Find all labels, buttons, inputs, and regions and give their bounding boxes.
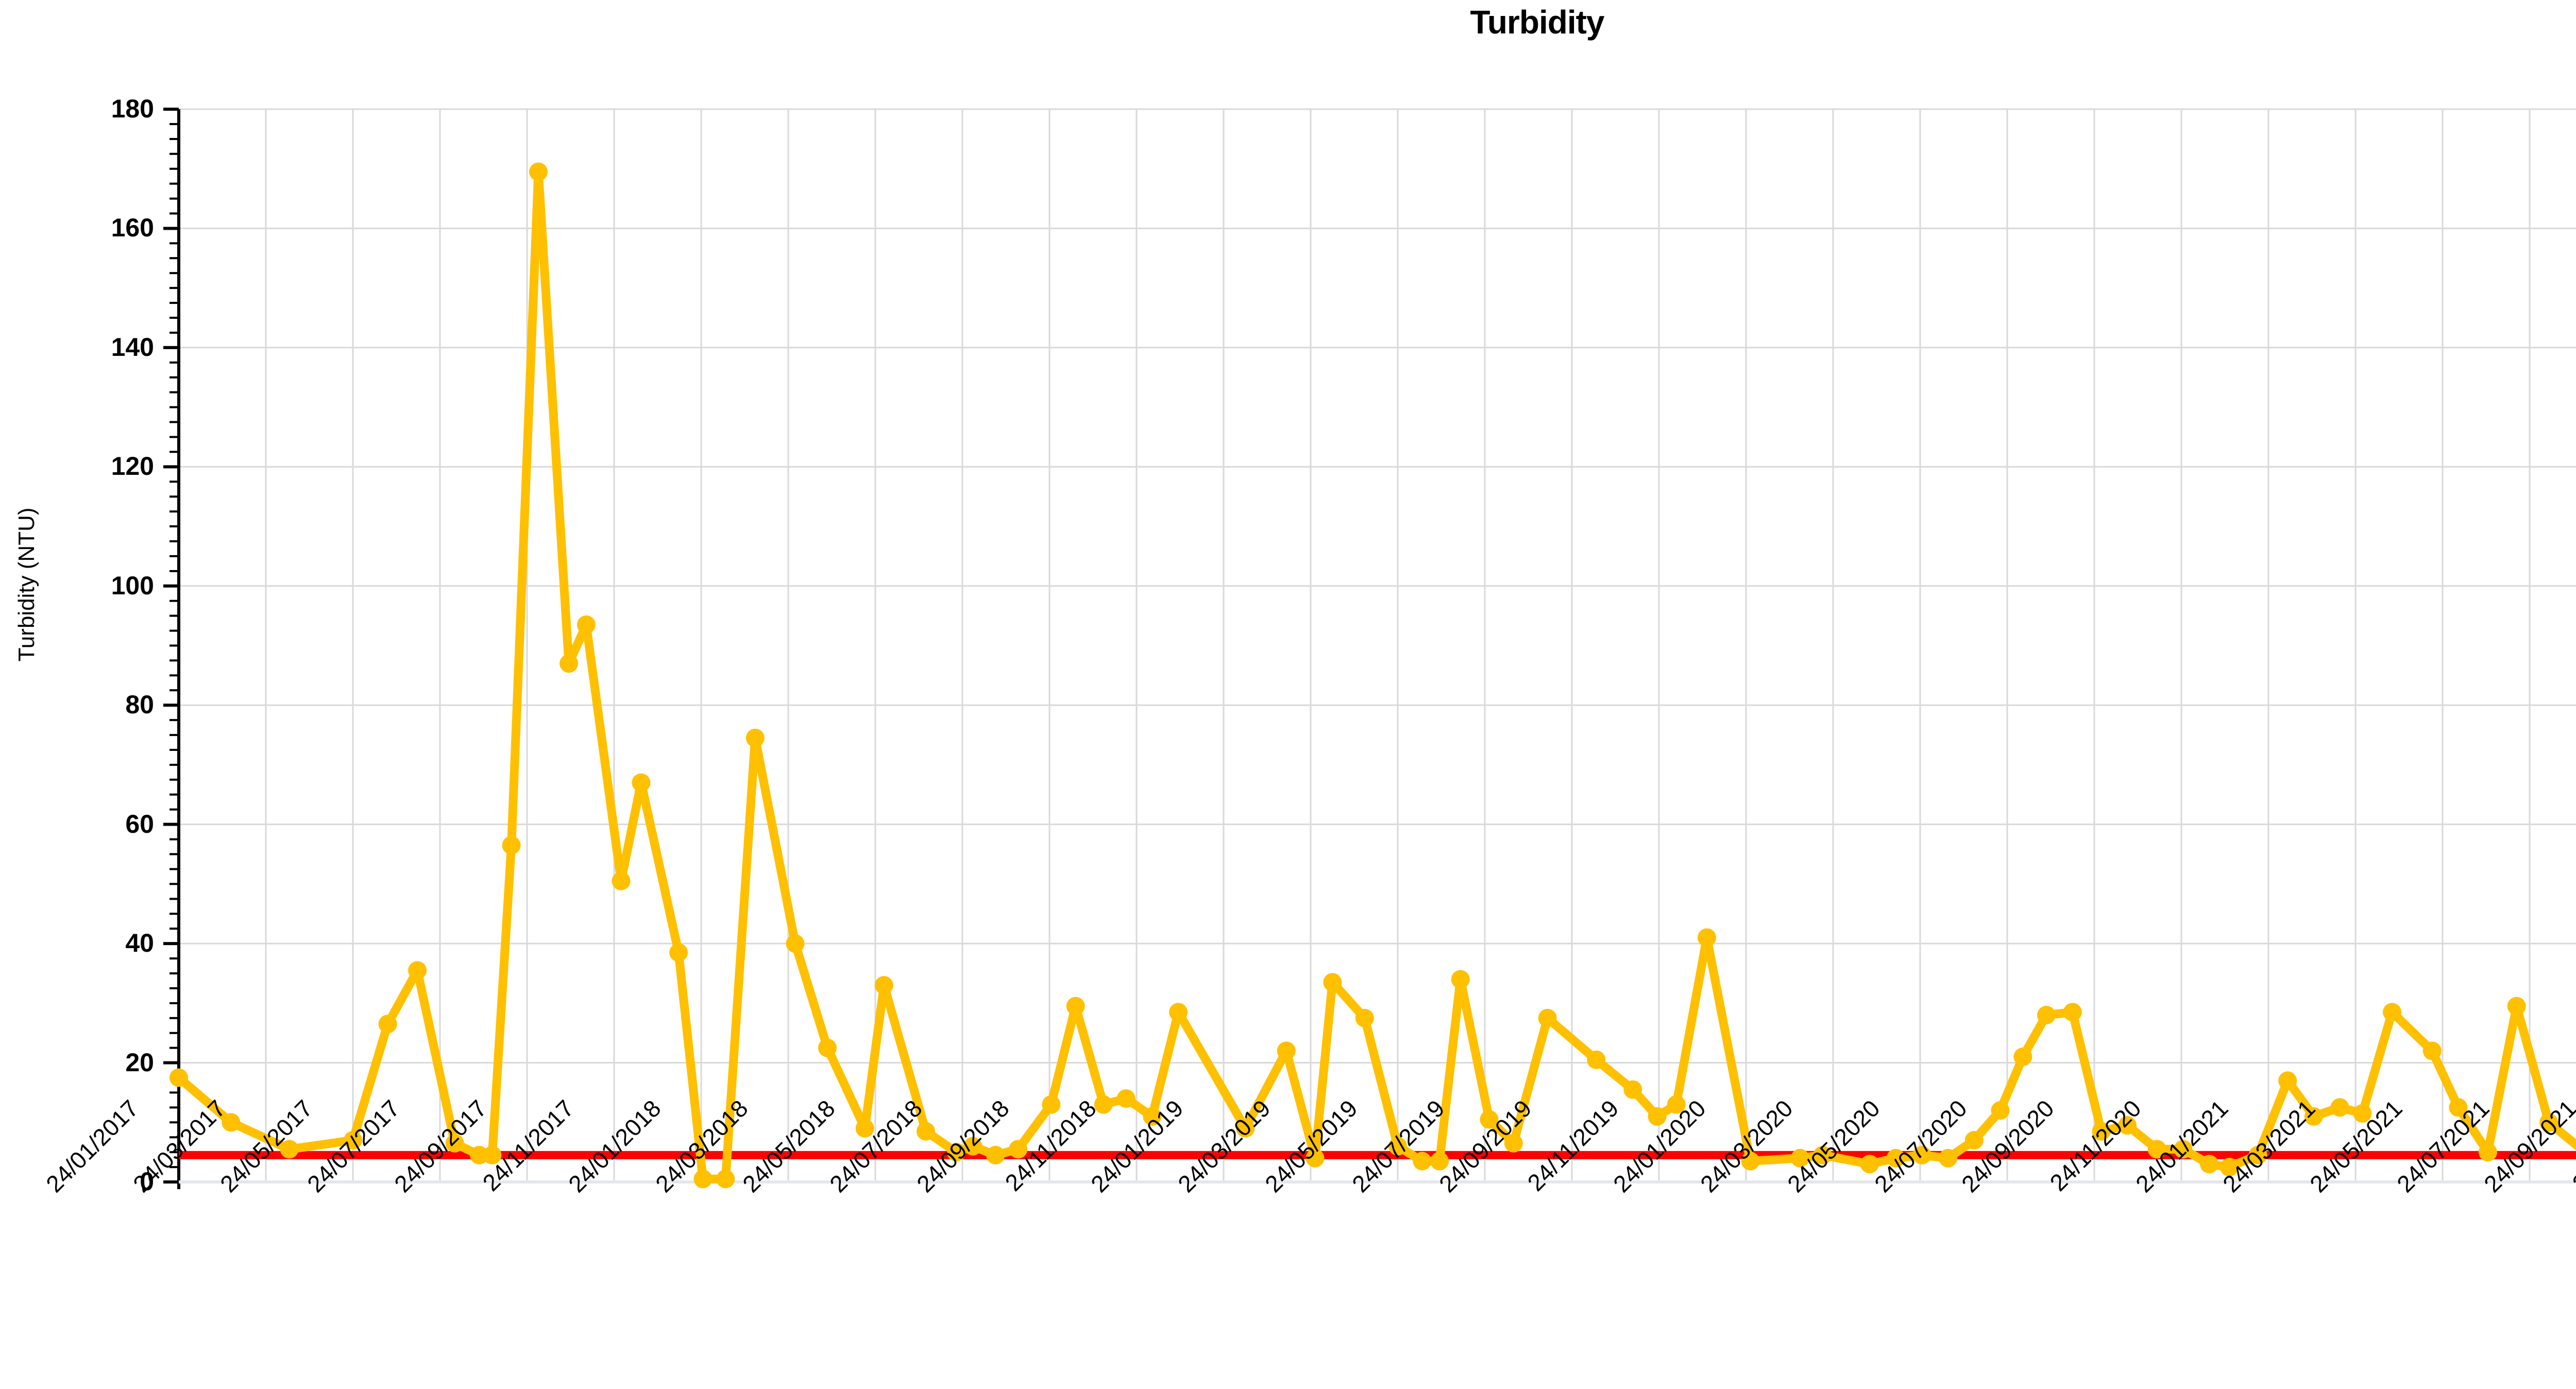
y-tick-label: 120: [111, 452, 154, 481]
y-tick-marks: [163, 108, 179, 1184]
y-tick-label: 160: [111, 213, 154, 243]
y-tick-label: 100: [111, 571, 154, 600]
y-tick-label: 140: [111, 332, 154, 362]
y-tick-label: 20: [125, 1048, 154, 1077]
y-tick-label: 80: [125, 690, 154, 719]
y-tick-label: 40: [125, 929, 154, 958]
chart-title: Turbidity: [1470, 4, 1605, 41]
axis-lines: [177, 109, 2576, 1189]
y-tick-label: 180: [111, 94, 154, 123]
site4-series: [170, 162, 2576, 1189]
y-tick-label: 0: [140, 1167, 154, 1196]
y-tick-label: 60: [125, 809, 154, 838]
